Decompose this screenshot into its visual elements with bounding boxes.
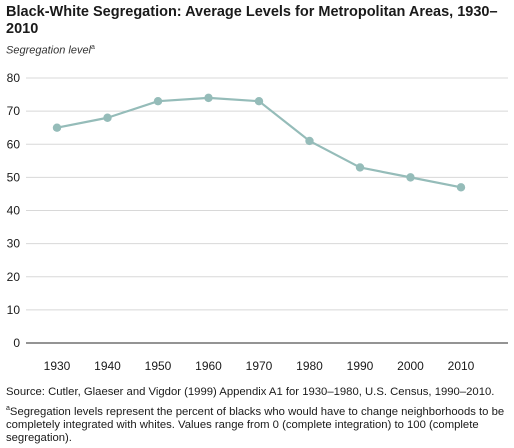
source-note: Source: Cutler, Glaeser and Vigdor (1999… (6, 386, 495, 398)
data-point (355, 163, 365, 172)
data-point (305, 136, 314, 146)
footnote: aSegregation levels represent the percen… (6, 402, 512, 445)
chart-title: Black-White Segregation: Average Levels … (6, 4, 498, 37)
y-tick-label: 60 (7, 137, 21, 151)
x-tick-label: 1960 (195, 359, 222, 373)
y-tick-labels: 0 10 20 30 40 50 60 70 80 (7, 71, 21, 350)
y-axis-label: Segregation levela (6, 44, 95, 57)
x-tick-label: 1940 (94, 359, 121, 373)
y-tick-label: 50 (7, 170, 21, 184)
x-tick-label: 1970 (246, 359, 273, 373)
data-point (456, 183, 466, 192)
x-tick-label: 2010 (448, 359, 475, 373)
x-tick-label: 1930 (44, 359, 71, 373)
y-tick-label: 20 (7, 270, 21, 284)
footnote-marker: a (6, 405, 10, 412)
data-point (52, 123, 62, 132)
x-tick-label: 1980 (296, 359, 323, 373)
y-tick-label: 80 (7, 71, 21, 85)
data-points (52, 93, 466, 192)
footnote-text: Segregation levels represent the percent… (6, 405, 505, 444)
y-tick-label: 40 (7, 204, 21, 218)
data-point (103, 113, 112, 122)
data-point (406, 173, 415, 182)
y-axis-label-text: Segregation level (6, 44, 92, 57)
y-tick-label: 30 (7, 237, 21, 251)
y-tick-label: 10 (7, 303, 21, 317)
grid-lines (26, 77, 508, 344)
data-point (204, 93, 213, 103)
data-point (254, 96, 264, 106)
x-tick-label: 1990 (347, 359, 374, 373)
y-tick-label: 70 (7, 104, 21, 118)
x-tick-labels: 1930 1940 1950 1960 1970 1980 1990 2000 2010 (44, 359, 475, 373)
data-point (153, 96, 163, 106)
y-axis-label-marker: a (91, 44, 95, 51)
x-tick-label: 1950 (145, 359, 172, 373)
y-tick-label: 0 (13, 336, 20, 350)
x-tick-label: 2000 (397, 359, 424, 373)
